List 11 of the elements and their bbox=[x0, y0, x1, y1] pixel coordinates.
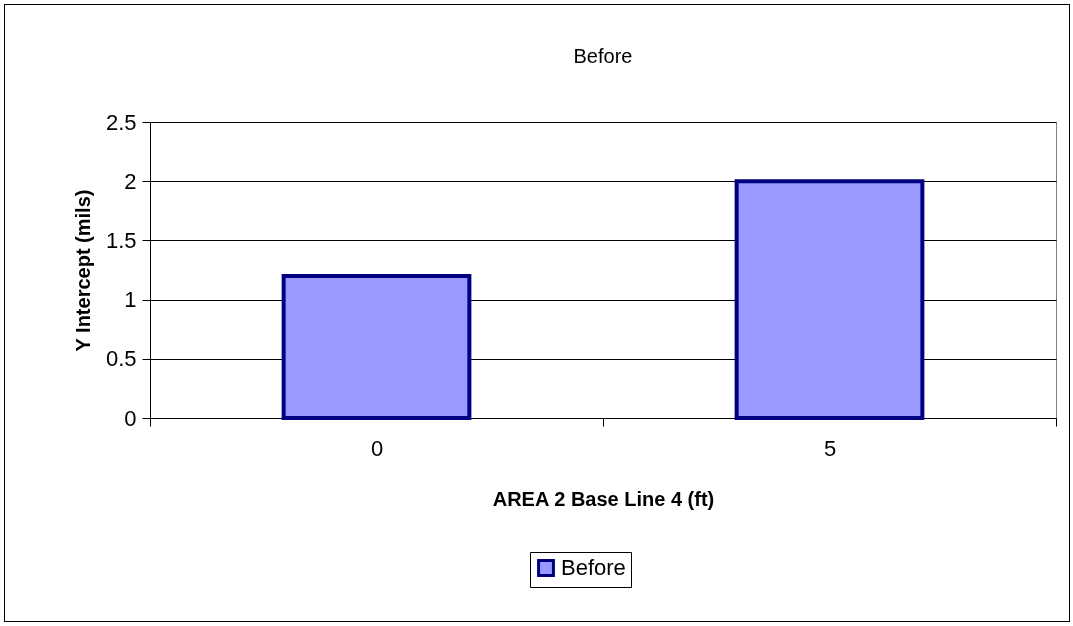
y-tick-label: 0 bbox=[124, 405, 137, 431]
y-tick-label: 1.5 bbox=[105, 227, 137, 253]
chart-title: Before bbox=[573, 45, 633, 67]
y-tick-label: 0.5 bbox=[105, 346, 137, 372]
y-tick-label: 1 bbox=[124, 287, 137, 313]
y-axis-title: Y Intercept (mils) bbox=[71, 189, 94, 352]
y-tick-label: 2 bbox=[124, 168, 137, 194]
x-axis-title: AREA 2 Base Line 4 (ft) bbox=[492, 487, 715, 510]
y-tick-label: 2.5 bbox=[105, 109, 137, 135]
x-tick-label: 5 bbox=[823, 435, 837, 461]
legend-label: Before bbox=[561, 555, 626, 580]
